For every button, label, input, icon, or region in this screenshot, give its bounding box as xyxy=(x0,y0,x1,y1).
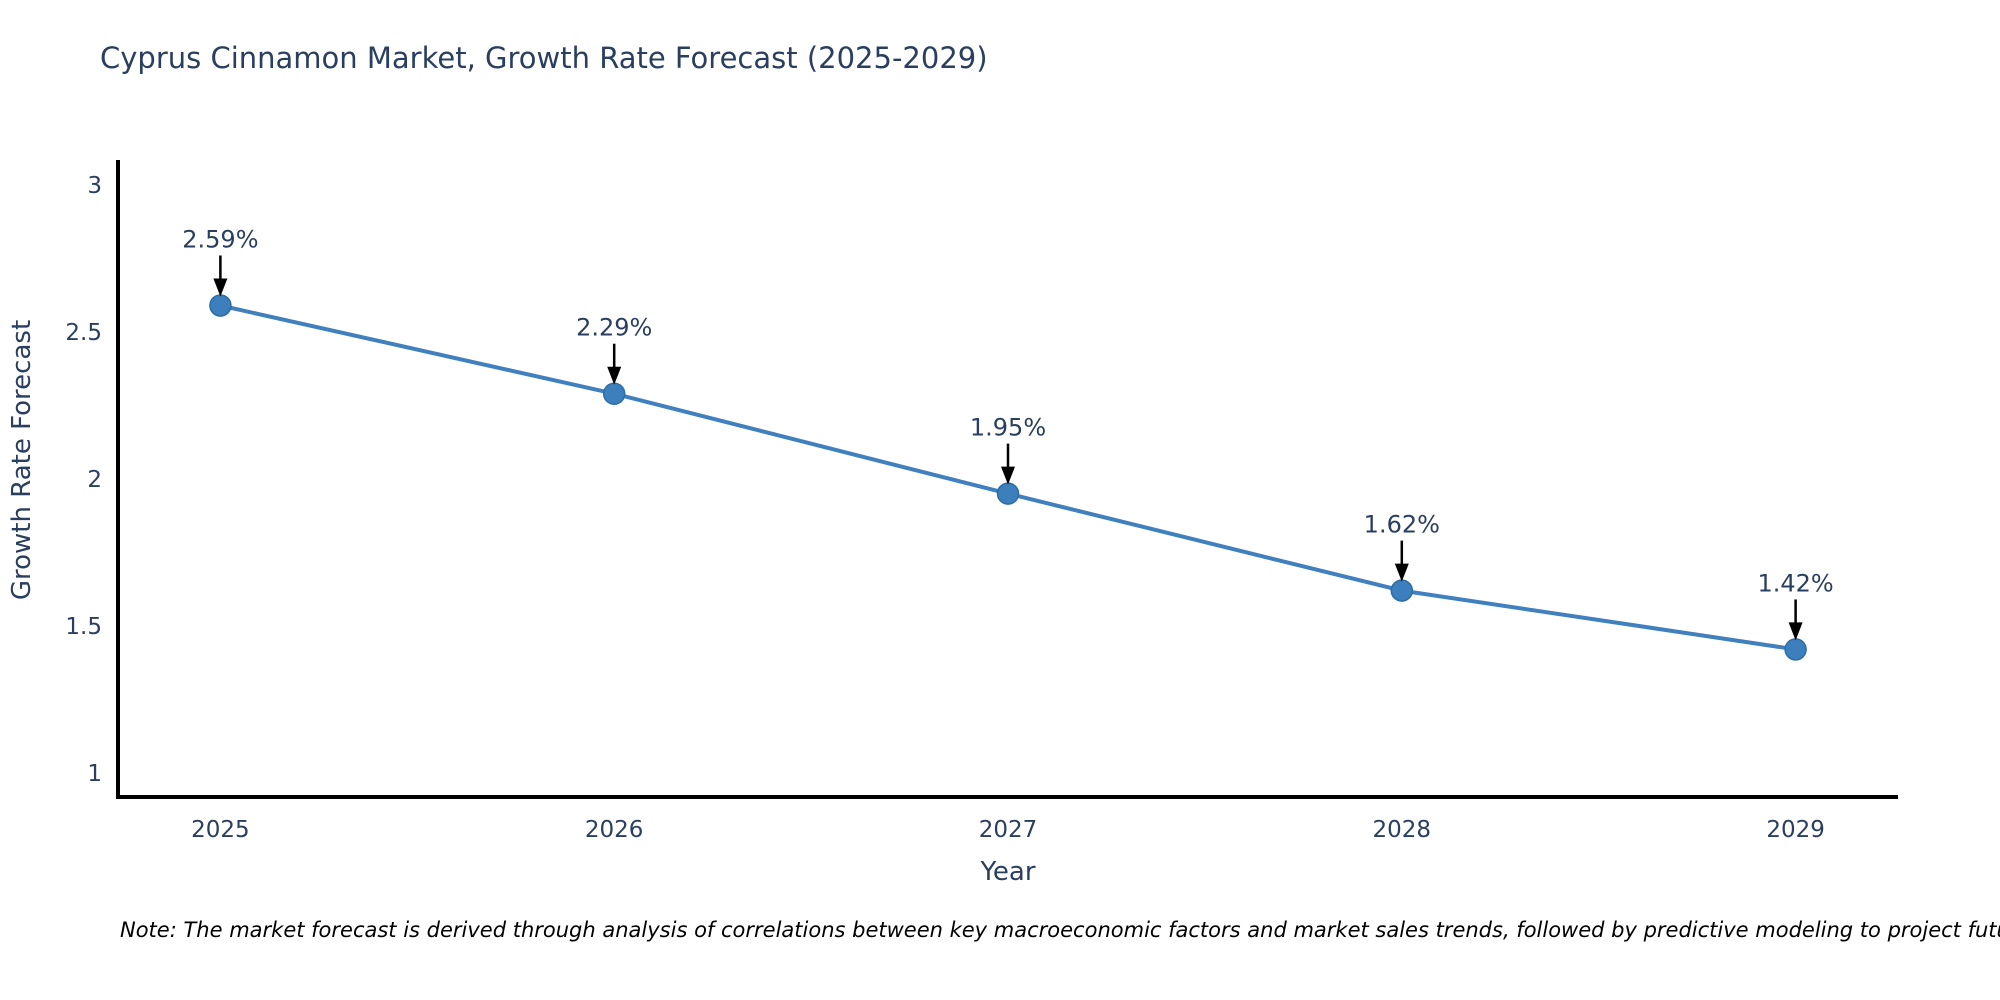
x-tick-label: 2029 xyxy=(1766,817,1825,843)
data-point-marker xyxy=(602,382,626,405)
annotation-label: 1.62% xyxy=(1364,511,1440,539)
y-tick-label: 1.5 xyxy=(65,614,102,640)
y-axis-tick-labels: 1 1.5 2 2.5 3 xyxy=(65,173,102,787)
annotation-label: 1.42% xyxy=(1757,569,1833,597)
data-point-marker xyxy=(996,482,1020,505)
data-point-marker xyxy=(1390,579,1414,602)
chart-title: Cyprus Cinnamon Market, Growth Rate Fore… xyxy=(100,41,988,75)
forecast-line-series xyxy=(209,294,1807,661)
annotation-arrowhead xyxy=(213,278,228,297)
annotation-label: 2.59% xyxy=(182,226,258,254)
y-tick-label: 2 xyxy=(87,467,102,493)
x-tick-label: 2027 xyxy=(979,817,1038,843)
y-tick-label: 3 xyxy=(87,173,102,199)
annotation-arrowhead xyxy=(607,366,622,385)
x-axis-title: Year xyxy=(979,857,1035,887)
point-annotations: 2.59% 2.29% 1.95% 1.62% 1.42% xyxy=(182,226,1834,641)
y-tick-label: 1 xyxy=(87,761,102,787)
x-tick-label: 2028 xyxy=(1373,817,1432,843)
data-point-marker xyxy=(209,294,232,317)
x-axis-tick-labels: 2025 2026 2027 2028 2029 xyxy=(191,817,1825,843)
y-tick-label: 2.5 xyxy=(65,320,102,346)
axes xyxy=(116,160,1898,799)
x-tick-label: 2026 xyxy=(585,817,644,843)
annotation-label: 1.95% xyxy=(970,414,1046,442)
annotation-arrowhead xyxy=(1788,622,1803,641)
annotation-label: 2.29% xyxy=(576,314,652,342)
y-axis-title: Growth Rate Forecast xyxy=(7,320,37,600)
x-tick-label: 2025 xyxy=(191,817,250,843)
data-point-marker xyxy=(1784,638,1807,661)
annotation-arrowhead xyxy=(1394,563,1409,582)
annotation-arrowhead xyxy=(1001,466,1015,485)
footnote: Note: The market forecast is derived thr… xyxy=(120,918,2000,942)
